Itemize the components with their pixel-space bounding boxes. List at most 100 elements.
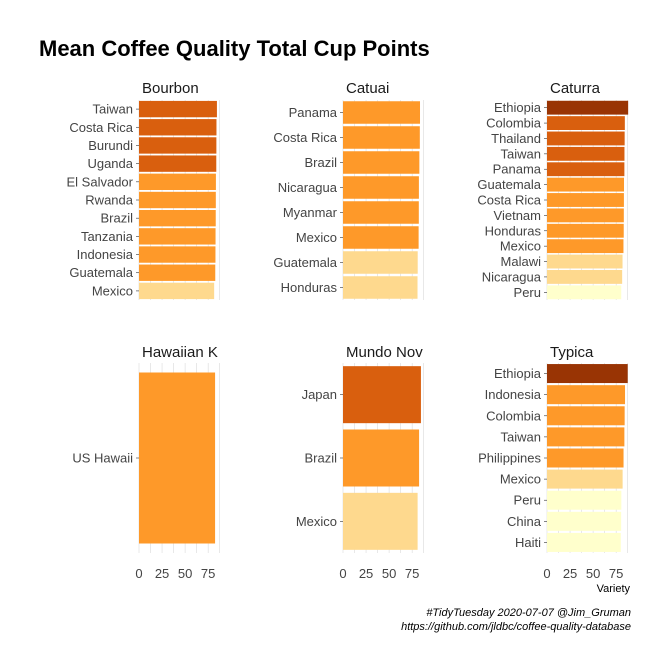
bar bbox=[343, 176, 419, 199]
y-tick-label: Malawi bbox=[501, 254, 542, 269]
y-tick-label: Uganda bbox=[87, 156, 133, 171]
y-tick-label: Guatemala bbox=[273, 255, 337, 270]
bar bbox=[139, 282, 215, 300]
y-axis-label: Variety bbox=[597, 583, 631, 595]
y-tick-label: El Salvador bbox=[67, 174, 134, 189]
bar bbox=[343, 492, 418, 550]
y-tick-label: US Hawaii bbox=[72, 451, 133, 466]
x-tick-label: 25 bbox=[359, 566, 373, 581]
y-tick-label: Myanmar bbox=[283, 205, 338, 220]
bar bbox=[547, 146, 625, 161]
facet-panel: Catuai Panama Costa Rica Brazil Nicaragua Mya… bbox=[273, 80, 424, 300]
y-tick-label: Vietnam bbox=[494, 208, 541, 223]
y-tick-label: Mexico bbox=[500, 239, 541, 254]
facet-strip-label: Mundo Nov bbox=[346, 344, 423, 361]
y-tick-label: Japan bbox=[302, 387, 337, 402]
x-tick-label: 0 bbox=[339, 566, 346, 581]
y-tick-label: Thailand bbox=[491, 131, 541, 146]
bar bbox=[139, 173, 216, 190]
bar bbox=[343, 429, 420, 487]
x-tick-label: 25 bbox=[563, 566, 577, 581]
y-tick-label: Taiwan bbox=[93, 102, 133, 117]
bar bbox=[547, 223, 624, 238]
y-tick-label: Colombia bbox=[486, 116, 542, 131]
y-tick-label: Taiwan bbox=[501, 429, 541, 444]
y-tick-label: Costa Rica bbox=[273, 130, 337, 145]
bar bbox=[547, 511, 622, 531]
caption-line-1: #TidyTuesday 2020-07-07 @Jim_Gruman bbox=[426, 607, 631, 619]
bar bbox=[343, 226, 419, 249]
bar bbox=[139, 246, 216, 263]
bar bbox=[343, 276, 418, 299]
bar bbox=[139, 155, 217, 172]
y-tick-label: Honduras bbox=[485, 223, 542, 238]
bar bbox=[547, 364, 628, 384]
y-tick-label: Tanzania bbox=[81, 229, 134, 244]
y-tick-label: Mexico bbox=[92, 283, 133, 298]
y-tick-label: Brazil bbox=[304, 451, 337, 466]
y-tick-label: Panama bbox=[493, 162, 542, 177]
bar bbox=[343, 126, 420, 149]
bar bbox=[547, 193, 624, 207]
bar bbox=[547, 208, 624, 223]
y-tick-label: Panama bbox=[289, 105, 338, 120]
x-tick-label: 50 bbox=[586, 566, 600, 581]
facet-strip-label: Caturra bbox=[550, 80, 601, 97]
bar bbox=[343, 251, 418, 274]
x-tick-label: 75 bbox=[609, 566, 623, 581]
bar bbox=[547, 427, 625, 447]
facet-panels: Bourbon Taiwan Costa Rica Burundi Uganda El S… bbox=[67, 80, 629, 581]
bar bbox=[139, 137, 217, 154]
facet-panel: Mundo Nov Japan Brazil Mexico 0 25 50 75 bbox=[296, 344, 424, 581]
bar bbox=[547, 406, 625, 426]
x-tick-label: 0 bbox=[543, 566, 550, 581]
y-tick-label: Guatemala bbox=[69, 265, 133, 280]
y-tick-label: Taiwan bbox=[501, 146, 541, 161]
bar bbox=[547, 100, 629, 115]
y-tick-label: Ethiopia bbox=[494, 366, 542, 381]
bar bbox=[547, 131, 625, 146]
bar bbox=[547, 239, 624, 254]
bar bbox=[547, 285, 622, 300]
y-tick-label: Indonesia bbox=[77, 247, 134, 262]
y-tick-label: Philippines bbox=[478, 451, 541, 466]
bar bbox=[139, 372, 216, 544]
y-tick-label: Burundi bbox=[88, 138, 133, 153]
bar bbox=[547, 469, 623, 489]
y-tick-label: Nicaragua bbox=[482, 269, 542, 284]
y-tick-label: Indonesia bbox=[485, 387, 542, 402]
y-tick-label: Brazil bbox=[100, 211, 133, 226]
facet-panel: Hawaiian K US Hawaii 0 25 50 75 bbox=[72, 344, 220, 581]
x-tick-label: 75 bbox=[201, 566, 215, 581]
y-tick-label: Honduras bbox=[281, 280, 338, 295]
y-tick-label: Mexico bbox=[500, 472, 541, 487]
bar bbox=[547, 532, 621, 552]
facet-strip-label: Bourbon bbox=[142, 80, 199, 97]
bar bbox=[139, 119, 217, 136]
bar bbox=[139, 100, 217, 118]
y-tick-label: Ethiopia bbox=[494, 100, 542, 115]
facet-strip-label: Hawaiian K bbox=[142, 344, 218, 361]
bar bbox=[139, 191, 216, 209]
y-tick-label: Nicaragua bbox=[278, 180, 338, 195]
y-tick-label: Peru bbox=[514, 493, 541, 508]
y-tick-label: China bbox=[507, 514, 542, 529]
bar bbox=[343, 201, 419, 224]
facet-panel: Typica Ethiopia Indonesia Colombia Taiwan Phi… bbox=[478, 344, 628, 581]
bar bbox=[343, 366, 421, 424]
y-tick-label: Mexico bbox=[296, 230, 337, 245]
bar bbox=[139, 210, 216, 227]
bar bbox=[547, 177, 625, 192]
caption-line-2: https://github.com/jldbc/coffee-quality-… bbox=[401, 621, 631, 633]
bar bbox=[547, 490, 622, 510]
y-tick-label: Colombia bbox=[486, 408, 542, 423]
x-tick-label: 50 bbox=[382, 566, 396, 581]
facet-strip-label: Catuai bbox=[346, 80, 389, 97]
facet-strip-label: Typica bbox=[550, 344, 594, 361]
y-tick-label: Peru bbox=[514, 285, 541, 300]
y-tick-label: Rwanda bbox=[85, 193, 133, 208]
facet-panel: Caturra EthiopiaColombiaThailandTaiwanPan… bbox=[477, 80, 629, 300]
bar bbox=[547, 448, 624, 468]
bar bbox=[139, 264, 216, 281]
